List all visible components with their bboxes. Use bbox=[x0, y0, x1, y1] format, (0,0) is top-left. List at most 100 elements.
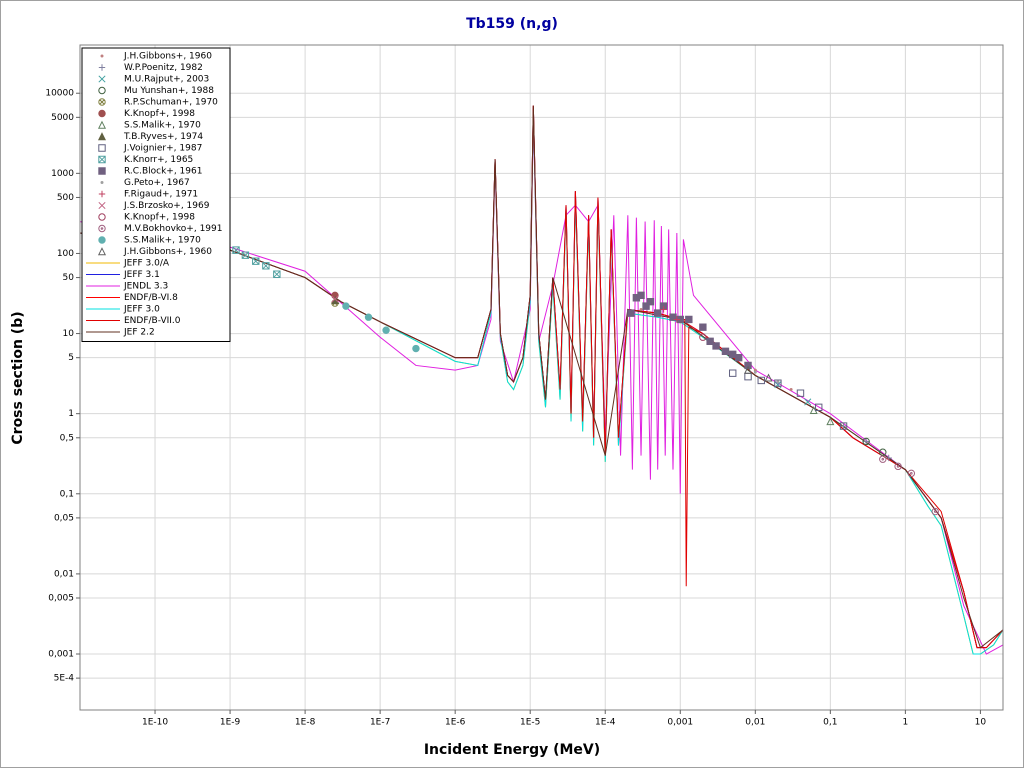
legend-label: Mu Yunshan+, 1988 bbox=[124, 86, 214, 96]
legend-label: R.P.Schuman+, 1970 bbox=[124, 98, 218, 108]
legend-marker bbox=[98, 144, 106, 152]
data-point bbox=[241, 251, 250, 259]
legend-marker bbox=[97, 132, 107, 141]
legend-label: M.V.Bokhovko+, 1991 bbox=[124, 224, 222, 234]
data-point bbox=[262, 262, 270, 270]
legend-label: ENDF/B-VII.0 bbox=[124, 316, 181, 326]
data-point bbox=[706, 337, 714, 346]
data-point bbox=[826, 417, 835, 426]
legend-marker bbox=[100, 181, 104, 184]
y-tick-label: 1000 bbox=[51, 169, 74, 179]
x-tick-label: 1E-10 bbox=[142, 718, 168, 728]
legend-label: JEF 2.2 bbox=[123, 328, 155, 338]
legend-marker bbox=[98, 224, 106, 233]
data-point bbox=[342, 302, 350, 310]
data-point bbox=[273, 270, 281, 278]
data-point bbox=[789, 388, 793, 392]
data-point bbox=[252, 257, 260, 265]
data-point bbox=[744, 361, 752, 370]
legend-label: J.H.Gibbons+, 1960 bbox=[123, 247, 212, 257]
data-point bbox=[659, 302, 668, 310]
y-tick-label: 5E-4 bbox=[54, 674, 75, 684]
data-point bbox=[653, 309, 662, 317]
legend-marker bbox=[97, 120, 107, 129]
x-tick-label: 1E-8 bbox=[295, 718, 316, 728]
data-point bbox=[776, 380, 780, 384]
data-point bbox=[712, 342, 720, 350]
data-point bbox=[646, 297, 655, 306]
data-point bbox=[729, 350, 737, 359]
x-tick-label: 0,001 bbox=[667, 718, 693, 728]
legend-marker bbox=[98, 167, 106, 175]
x-tick-label: 1E-5 bbox=[520, 718, 540, 728]
data-point bbox=[840, 422, 847, 430]
legend-label: F.Rigaud+, 1971 bbox=[124, 190, 198, 200]
y-tick-label: 10 bbox=[63, 329, 75, 339]
data-point bbox=[804, 398, 812, 406]
legend-label: G.Peto+, 1967 bbox=[124, 178, 190, 188]
data-point bbox=[839, 422, 848, 430]
legend-marker bbox=[98, 236, 106, 244]
data-point bbox=[669, 313, 677, 321]
axes: 1E-10 1E-9 1E-8 1E-7 1E-6 1E-5 1E-4 0,001 0,01 0,… bbox=[45, 89, 986, 728]
y-tick-label: 0,001 bbox=[48, 650, 74, 660]
data-point bbox=[673, 316, 681, 323]
legend-label: M.U.Rajput+, 2003 bbox=[124, 75, 209, 85]
data-point bbox=[796, 389, 805, 397]
data-point bbox=[729, 369, 737, 377]
legend-marker bbox=[98, 190, 106, 198]
legend-label: JENDL 3.3 bbox=[123, 282, 168, 292]
legend-marker bbox=[98, 155, 106, 164]
x-axis-label: Incident Energy (MeV) bbox=[424, 742, 600, 758]
data-point bbox=[734, 353, 743, 362]
legend-label: W.P.Poenitz, 1982 bbox=[124, 63, 203, 73]
legend-marker bbox=[100, 54, 104, 58]
data-point bbox=[364, 313, 373, 321]
legend-marker bbox=[98, 109, 106, 118]
y-tick-label: 5000 bbox=[51, 113, 74, 123]
legend-marker bbox=[98, 201, 106, 210]
data-point bbox=[232, 246, 240, 254]
x-tick-label: 1E-9 bbox=[220, 718, 241, 728]
x-tick-label: 0,01 bbox=[745, 718, 765, 728]
data-point bbox=[660, 306, 667, 313]
x-tick-label: 1E-6 bbox=[445, 718, 466, 728]
chart-title: Tb159 (n,g) bbox=[466, 16, 558, 32]
data-point bbox=[627, 309, 635, 317]
y-tick-label: 0,005 bbox=[48, 594, 74, 604]
legend-label: K.Knorr+, 1965 bbox=[124, 155, 193, 165]
data-point bbox=[699, 323, 707, 331]
legend-box bbox=[81, 47, 231, 342]
data-point bbox=[815, 403, 823, 412]
legend-label: JEFF 3.0/A bbox=[123, 259, 170, 269]
data-point bbox=[931, 507, 939, 516]
legend-label: K.Knopf+, 1998 bbox=[124, 213, 195, 223]
x-tick-label: 1E-7 bbox=[370, 718, 390, 728]
x-tick-label: 0,1 bbox=[823, 718, 837, 728]
legend-marker bbox=[98, 64, 106, 71]
legend-label: S.S.Malik+, 1970 bbox=[124, 236, 201, 246]
data-point bbox=[757, 376, 765, 385]
y-tick-label: 10000 bbox=[45, 89, 74, 99]
legend-marker bbox=[98, 213, 106, 221]
grid bbox=[80, 45, 1003, 710]
data-point bbox=[894, 462, 902, 470]
y-axis-label: Cross section (b) bbox=[10, 311, 26, 444]
x-tick-label: 10 bbox=[975, 718, 987, 728]
data-point bbox=[699, 333, 707, 341]
y-tick-label: 0,5 bbox=[60, 433, 74, 443]
plot-area bbox=[80, 105, 1003, 655]
legend-label: ENDF/B-VI.8 bbox=[124, 293, 178, 303]
data-point bbox=[744, 365, 753, 374]
data-point bbox=[721, 347, 730, 356]
data-point bbox=[753, 370, 757, 374]
data-point bbox=[885, 454, 892, 462]
y-tick-label: 0,05 bbox=[54, 513, 74, 523]
x-tick-label: 1E-4 bbox=[595, 718, 616, 728]
y-tick-label: 50 bbox=[63, 273, 75, 283]
y-tick-label: 500 bbox=[57, 193, 74, 203]
legend-label: J.Voignier+, 1987 bbox=[123, 144, 202, 154]
legend-marker bbox=[98, 86, 106, 95]
data-point bbox=[907, 469, 916, 477]
y-tick-label: 5 bbox=[68, 353, 74, 363]
